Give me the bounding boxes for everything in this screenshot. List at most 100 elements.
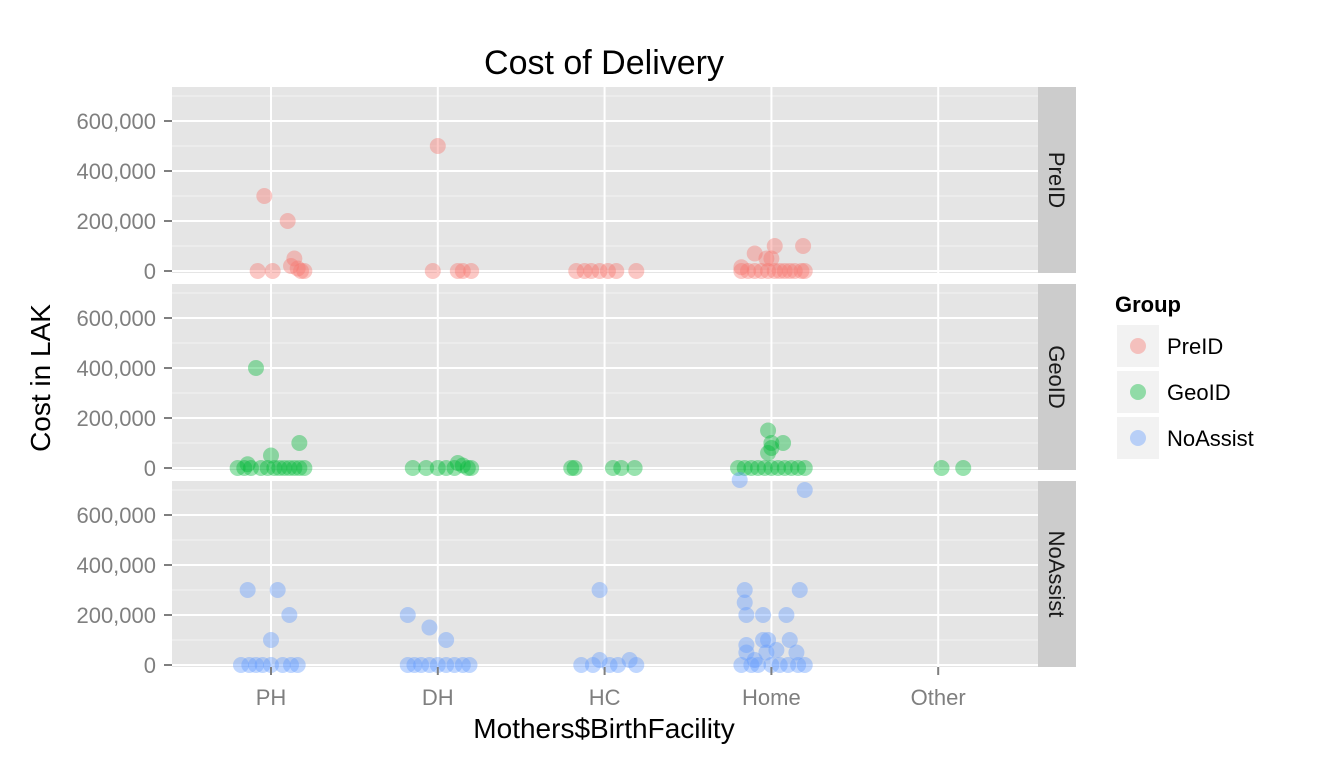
data-point bbox=[446, 460, 463, 476]
data-point bbox=[733, 259, 750, 276]
data-point bbox=[296, 263, 313, 279]
data-point bbox=[429, 657, 446, 673]
data-point bbox=[429, 460, 446, 476]
y-tick-label: 200,000 bbox=[76, 603, 156, 628]
legend-item-noassist: NoAssist bbox=[1117, 417, 1254, 459]
data-point bbox=[236, 460, 253, 476]
x-axis-ticks: PH DH HC Home Other bbox=[256, 667, 966, 710]
chart-title: Cost of Delivery bbox=[484, 44, 724, 82]
legend-key-background bbox=[1117, 371, 1159, 413]
data-point bbox=[730, 460, 747, 476]
x-tick-label: DH bbox=[422, 685, 454, 710]
data-point bbox=[461, 657, 478, 673]
data-point bbox=[763, 440, 780, 456]
data-point bbox=[568, 263, 585, 279]
facet-strip-label: GeoID bbox=[1044, 345, 1069, 409]
facet-strip bbox=[1038, 284, 1076, 470]
data-point bbox=[738, 644, 755, 661]
data-point bbox=[743, 460, 760, 476]
data-point bbox=[266, 460, 283, 476]
data-point bbox=[763, 657, 780, 673]
data-point bbox=[736, 582, 753, 598]
y-tick-label: 600,000 bbox=[76, 306, 156, 331]
legend-label: NoAssist bbox=[1167, 426, 1254, 451]
data-point bbox=[421, 657, 438, 673]
data-point bbox=[746, 263, 763, 279]
data-point bbox=[788, 644, 805, 661]
data-point bbox=[796, 263, 813, 279]
data-point bbox=[760, 632, 777, 648]
data-point bbox=[229, 460, 246, 476]
data-point bbox=[563, 460, 580, 476]
data-point bbox=[247, 657, 264, 673]
facet-panel-geoid: 0 200,000 400,000 600,000 GeoID bbox=[76, 284, 1076, 481]
data-point bbox=[406, 657, 423, 673]
x-tick-label: HC bbox=[589, 685, 621, 710]
y-tick-label: 200,000 bbox=[76, 209, 156, 234]
x-axis-title: Mothers$BirthFacility bbox=[473, 713, 734, 744]
data-point bbox=[750, 460, 767, 476]
data-point bbox=[604, 460, 621, 476]
data-point bbox=[263, 447, 279, 464]
data-point bbox=[281, 607, 298, 623]
data-point bbox=[576, 263, 593, 279]
data-point bbox=[776, 263, 793, 279]
data-point bbox=[281, 460, 298, 476]
data-point bbox=[446, 657, 463, 673]
series-points-noassist bbox=[232, 472, 813, 673]
data-point bbox=[796, 482, 813, 498]
data-point bbox=[795, 238, 812, 254]
data-point bbox=[736, 594, 753, 611]
data-point bbox=[770, 460, 787, 476]
legend-item-geoid: GeoID bbox=[1117, 371, 1231, 413]
data-point bbox=[740, 263, 757, 279]
y-axis-title: Cost in LAK bbox=[25, 304, 56, 452]
data-point bbox=[626, 460, 643, 476]
data-point bbox=[781, 632, 798, 648]
data-point bbox=[584, 657, 601, 673]
data-point bbox=[289, 260, 306, 277]
data-point bbox=[621, 652, 638, 668]
data-point bbox=[242, 460, 259, 476]
data-point bbox=[438, 657, 455, 673]
data-point bbox=[791, 582, 808, 598]
data-point bbox=[760, 263, 777, 279]
data-point bbox=[454, 457, 471, 474]
legend-key-swatch bbox=[1130, 338, 1146, 354]
data-point bbox=[781, 263, 798, 279]
facet-strip bbox=[1038, 87, 1076, 273]
data-point bbox=[933, 460, 950, 476]
series-points-geoid bbox=[229, 360, 972, 476]
data-point bbox=[755, 607, 772, 623]
series-points-preid bbox=[249, 138, 813, 279]
data-point bbox=[766, 238, 783, 254]
data-point bbox=[232, 657, 249, 673]
legend-key-swatch bbox=[1130, 430, 1146, 446]
data-point bbox=[566, 460, 583, 476]
data-point bbox=[421, 619, 438, 636]
data-point bbox=[279, 213, 296, 229]
data-point bbox=[758, 250, 775, 267]
legend-title: Group bbox=[1115, 292, 1181, 317]
data-point bbox=[790, 657, 807, 673]
data-point bbox=[738, 637, 755, 653]
data-point bbox=[608, 263, 625, 279]
data-point bbox=[775, 435, 792, 451]
data-point bbox=[259, 460, 276, 476]
data-point bbox=[763, 435, 780, 451]
y-tick-label: 400,000 bbox=[76, 159, 156, 184]
x-tick-label: Other bbox=[911, 685, 966, 710]
data-point bbox=[454, 657, 471, 673]
y-tick-label: 200,000 bbox=[76, 406, 156, 431]
data-point bbox=[778, 607, 795, 623]
facet-panel-preid: 0 200,000 400,000 600,000 PreID bbox=[76, 87, 1076, 284]
data-point bbox=[413, 657, 430, 673]
data-point bbox=[247, 360, 264, 376]
data-point bbox=[731, 472, 748, 488]
data-point bbox=[746, 245, 763, 262]
data-point bbox=[283, 258, 300, 274]
data-point bbox=[276, 460, 293, 476]
data-point bbox=[241, 657, 258, 673]
data-point bbox=[269, 582, 286, 598]
facet-panel-noassist: 0 200,000 400,000 600,000 NoAssist bbox=[76, 472, 1076, 678]
